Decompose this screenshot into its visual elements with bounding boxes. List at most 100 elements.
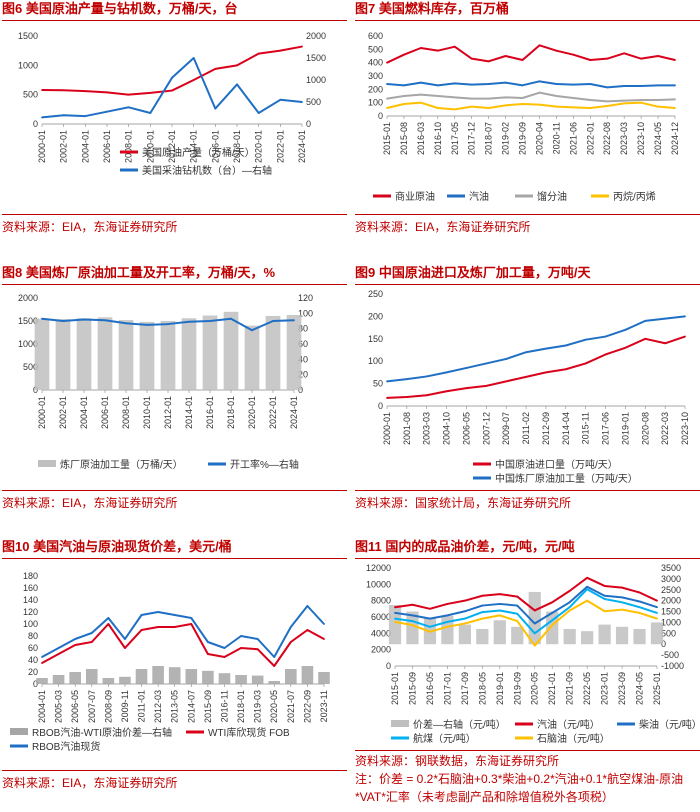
x-tick-label: 2014-01 bbox=[189, 130, 199, 163]
y-left-tick-label: 500 bbox=[368, 44, 383, 54]
chart-11: 020004000600080001000012000-1000-5000500… bbox=[366, 563, 700, 745]
data-point bbox=[555, 83, 558, 85]
y-left-tick-label: 8000 bbox=[371, 596, 391, 606]
legend-item: 丙烷/丙烯 bbox=[591, 190, 656, 203]
data-point bbox=[403, 95, 405, 97]
legend-label: WTI库欣现货 FOB bbox=[208, 726, 290, 739]
chart-source: 资料来源：EIA，东海证券研究所 bbox=[2, 220, 178, 234]
y-left-tick-label: 140 bbox=[23, 595, 38, 605]
data-point bbox=[41, 662, 43, 664]
data-point bbox=[664, 317, 667, 320]
chart-panel-7: 图7 美国燃料库存，百万桶 0 100 200 300 400 500 600 2015-01… bbox=[355, 0, 700, 234]
series-3 bbox=[386, 91, 676, 103]
bar-mark bbox=[181, 318, 197, 390]
data-point bbox=[516, 604, 519, 607]
source-rule bbox=[355, 490, 700, 491]
legend-item: 美国采油钻机数（台）—右轴 bbox=[120, 164, 272, 177]
x-tick-label: 2023-10 bbox=[680, 412, 690, 445]
chart-panel-9: 图9 中国原油进口及炼厂加工量，万吨/天 0 50 100 150 200 250 2000… bbox=[355, 264, 700, 510]
x-tick-label: 2017-09 bbox=[460, 672, 470, 705]
data-point bbox=[624, 346, 627, 349]
y-left-tick-label: 1500 bbox=[18, 316, 38, 326]
data-point bbox=[674, 98, 676, 101]
bar-mark bbox=[102, 678, 115, 684]
x-tick-label: 2023-03 bbox=[619, 122, 629, 155]
y-left-tick-label: 1000 bbox=[18, 60, 38, 70]
data-point bbox=[568, 609, 571, 612]
x-tick-label: 2017-06 bbox=[601, 412, 611, 445]
chart-source: 资料来源：国家统计局，东海证券研究所 bbox=[355, 496, 572, 510]
title-rule bbox=[355, 284, 700, 285]
x-tick-label: 2023-01 bbox=[600, 672, 610, 705]
x-tick-label: 2004-01 bbox=[37, 690, 47, 723]
bar-mark bbox=[251, 675, 264, 684]
data-point bbox=[57, 647, 60, 649]
x-tick-label: 2002-01 bbox=[59, 130, 69, 163]
title-rule bbox=[355, 20, 700, 21]
x-tick-label: 2012-01 bbox=[163, 396, 173, 429]
bar-mark bbox=[633, 628, 646, 645]
data-point bbox=[674, 59, 676, 61]
y-left-tick-label: 100 bbox=[23, 619, 38, 629]
x-tick-label: 2001-08 bbox=[402, 412, 412, 445]
x-tick-label: 2011-02 bbox=[521, 412, 531, 444]
x-tick-label: 2018-01 bbox=[232, 130, 242, 163]
legend-label: 馏分油 bbox=[537, 190, 567, 203]
data-point bbox=[589, 99, 592, 101]
series-2 bbox=[386, 315, 686, 383]
data-point bbox=[684, 335, 686, 338]
data-point bbox=[214, 67, 217, 70]
data-point bbox=[279, 98, 282, 101]
y-left-tick-label: 0 bbox=[33, 119, 38, 129]
x-tick-label: 2016-03 bbox=[416, 122, 426, 155]
data-point bbox=[57, 653, 60, 655]
legend-label: 价差—右轴（元/吨） bbox=[413, 718, 506, 731]
y-right-tick-label: 100 bbox=[298, 308, 313, 318]
bar-mark bbox=[160, 321, 176, 390]
x-tick-label: 2022-08 bbox=[602, 122, 612, 155]
y-left-tick-label: 10000 bbox=[366, 579, 391, 589]
x-tick-label: 2016-05 bbox=[425, 672, 435, 705]
series-3 bbox=[41, 605, 325, 658]
x-tick-label: 2024-05 bbox=[635, 672, 645, 705]
y-left-tick-label: 150 bbox=[368, 334, 383, 344]
data-point bbox=[289, 641, 292, 643]
data-point bbox=[62, 114, 65, 117]
x-tick-label: 2015-01 bbox=[382, 122, 392, 155]
chart-source: 资料来源：钢联数据，东海证券研究所 bbox=[355, 754, 560, 768]
title-rule bbox=[2, 558, 347, 559]
data-point bbox=[106, 110, 108, 113]
y-left-tick-label: 0 bbox=[386, 661, 391, 671]
y-left-tick-label: 60 bbox=[28, 643, 38, 653]
data-point bbox=[140, 614, 143, 616]
data-point bbox=[41, 317, 43, 320]
x-tick-label: 2017-05 bbox=[450, 122, 460, 155]
chart-title: 图8 美国炼厂原油加工量及开工率，万桶/天，% bbox=[2, 265, 276, 280]
y-left-tick-label: 0 bbox=[378, 401, 383, 411]
data-point bbox=[638, 600, 641, 603]
x-tick-label: 2015-01 bbox=[390, 672, 400, 705]
data-point bbox=[301, 101, 303, 103]
x-tick-label: 2003-03 bbox=[422, 412, 432, 445]
series-line bbox=[386, 44, 676, 64]
chart-panel-8: 图8 美国炼厂原油加工量及开工率，万桶/天，% 0500100015002000… bbox=[2, 264, 347, 510]
x-tick-label: 2011-01 bbox=[137, 690, 147, 722]
y-right-tick-label: 2500 bbox=[661, 585, 681, 595]
chart-panel-6: 图6 美国原油产量与钻机数，万桶/天，台 0 500 1000 1500 0 500 100… bbox=[2, 0, 347, 234]
x-tick-label: 2021-06 bbox=[568, 122, 578, 155]
data-point bbox=[405, 396, 408, 398]
bar-mark bbox=[388, 605, 402, 645]
legend-item: 石脑油（元/吨） bbox=[515, 732, 610, 745]
data-point bbox=[525, 351, 527, 354]
data-point bbox=[521, 103, 524, 105]
legend-item: 炼厂原油加工量（万桶/天） bbox=[38, 458, 183, 471]
data-point bbox=[638, 606, 641, 609]
y-left-tick-label: 500 bbox=[23, 362, 38, 372]
bar-mark bbox=[318, 672, 330, 684]
data-point bbox=[429, 630, 431, 633]
source-rule bbox=[2, 490, 347, 491]
data-point bbox=[498, 593, 501, 596]
data-point bbox=[188, 320, 190, 323]
legend-item: 开工率%—右轴 bbox=[208, 458, 299, 471]
legend-label: 炼厂原油加工量（万桶/天） bbox=[60, 458, 183, 471]
